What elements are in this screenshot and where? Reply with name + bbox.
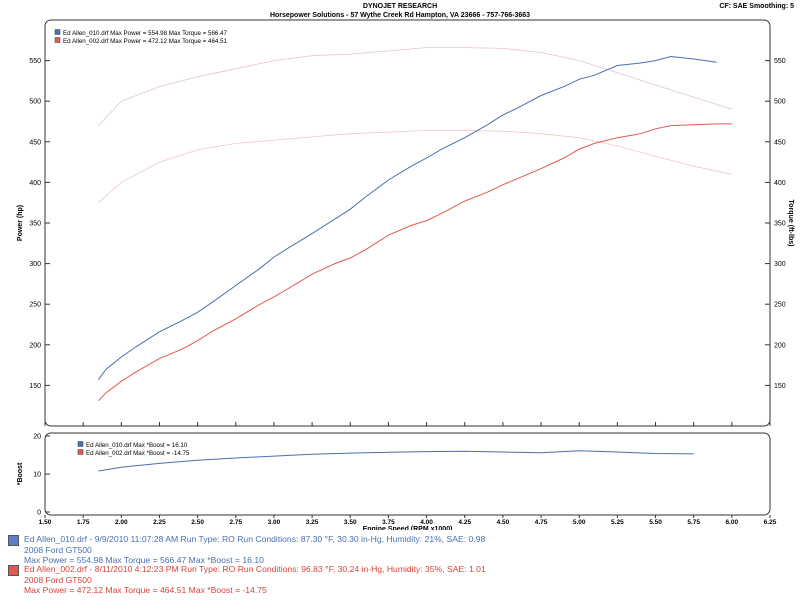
y-tick-label-left-4: 350 [29, 221, 41, 228]
x-tick-label-14: 5.00 [573, 519, 586, 526]
run2-color-swatch[interactable] [8, 565, 19, 576]
boost-legend-swatch-1 [77, 449, 84, 455]
legend-entry-0: Ed Allen_010.drf Max Power = 554.98 Max … [63, 30, 228, 37]
boost-tick-label-2: 20 [33, 434, 41, 441]
y-tick-label-right-0: 150 [774, 383, 786, 390]
y-axis-title-torque: Torque (ft-lbs) [787, 200, 794, 247]
y-tick-label-left-1: 200 [29, 342, 41, 349]
y-tick-label-right-6: 450 [774, 139, 786, 146]
x-axis-title: Engine Speed (RPM x1000) [363, 526, 453, 530]
x-tick-label-4: 2.50 [191, 519, 204, 526]
run1-max-values: Max Power = 554.98 Max Torque = 566.47 M… [24, 555, 264, 565]
boost-line-run1 [98, 450, 694, 472]
settings-label: CF: SAE Smoothing: 5 [719, 3, 794, 10]
y-tick-label-right-2: 250 [774, 302, 786, 309]
boost-legend-entry-0: Ed Allen_010.drf Max *Boost = 16.10 [86, 442, 188, 449]
y-tick-label-right-8: 550 [774, 58, 786, 65]
shop-address: Horsepower Solutions - 57 Wythe Creek Rd… [269, 12, 531, 19]
y-tick-label-left-7: 500 [29, 99, 41, 106]
power-panel-frame [44, 19, 771, 427]
x-tick-label-6: 3.00 [268, 519, 281, 526]
y-tick-label-right-5: 400 [774, 180, 786, 187]
x-tick-label-2: 2.00 [115, 519, 128, 526]
report-title: DYNOJET RESEARCH [362, 3, 438, 10]
run1-color-swatch[interactable] [8, 535, 19, 546]
legend-swatch-0 [54, 29, 61, 35]
x-tick-label-10: 4.00 [420, 519, 433, 526]
boost-legend-swatch-0 [77, 441, 84, 447]
y-tick-label-right-4: 350 [774, 221, 786, 228]
x-tick-label-5: 2.75 [229, 519, 242, 526]
y-tick-label-left-6: 450 [29, 139, 41, 146]
x-tick-label-17: 5.75 [687, 519, 700, 526]
y-tick-label-right-3: 300 [774, 261, 786, 268]
boost-tick-label-1: 10 [33, 472, 41, 479]
x-tick-label-15: 5.25 [611, 519, 624, 526]
boost-legend-entry-1: Ed Allen_002.drf Max *Boost = -14.75 [86, 450, 190, 457]
series-line-ed-allen-002-drf-power [98, 123, 732, 402]
run2-vehicle: 2008 Ford GT500 [24, 574, 92, 585]
series-line-ed-allen-010-drf-torque [98, 47, 732, 126]
y-tick-label-right-1: 200 [774, 342, 786, 349]
x-tick-label-13: 4.75 [535, 519, 548, 526]
y-tick-label-left-2: 250 [29, 302, 41, 309]
x-tick-label-12: 4.50 [497, 519, 510, 526]
y-tick-label-left-5: 400 [29, 180, 41, 187]
x-tick-label-7: 3.25 [306, 519, 319, 526]
run2-max-values: Max Power = 472.12 Max Torque = 464.51 M… [24, 585, 267, 595]
boost-tick-label-0: 0 [37, 510, 41, 517]
legend-swatch-1 [54, 37, 61, 43]
run1-vehicle: 2008 Ford GT500 [24, 544, 92, 555]
series-line-ed-allen-010-drf-power [97, 55, 717, 380]
y-axis-title-power: Power (hp) [17, 205, 24, 241]
x-tick-label-11: 4.25 [458, 519, 471, 526]
y-tick-label-left-3: 300 [29, 261, 41, 268]
run2-details: Ed Allen_002.drf - 8/11/2010 4:12:23 PM … [24, 564, 486, 574]
x-tick-label-1: 1.75 [77, 519, 90, 526]
x-tick-label-8: 3.50 [344, 519, 357, 526]
x-tick-label-16: 5.50 [649, 519, 662, 526]
x-tick-label-9: 3.75 [382, 519, 395, 526]
run1-details: Ed Allen_010.drf - 9/9/2010 11:07:28 AM … [24, 534, 486, 544]
y-tick-label-left-8: 550 [29, 58, 41, 65]
x-tick-label-19: 6.25 [764, 519, 777, 526]
y-axis-title-boost: *Boost [17, 462, 24, 485]
y-tick-label-left-0: 150 [29, 383, 41, 390]
legend-entry-1: Ed Allen_002.drf Max Power = 472.12 Max … [63, 38, 228, 45]
x-tick-label-3: 2.25 [153, 519, 166, 526]
x-tick-label-0: 1.50 [39, 519, 52, 526]
y-tick-label-right-7: 500 [774, 99, 786, 106]
series-line-ed-allen-002-drf-torque [98, 129, 732, 203]
x-tick-label-18: 6.00 [726, 519, 739, 526]
